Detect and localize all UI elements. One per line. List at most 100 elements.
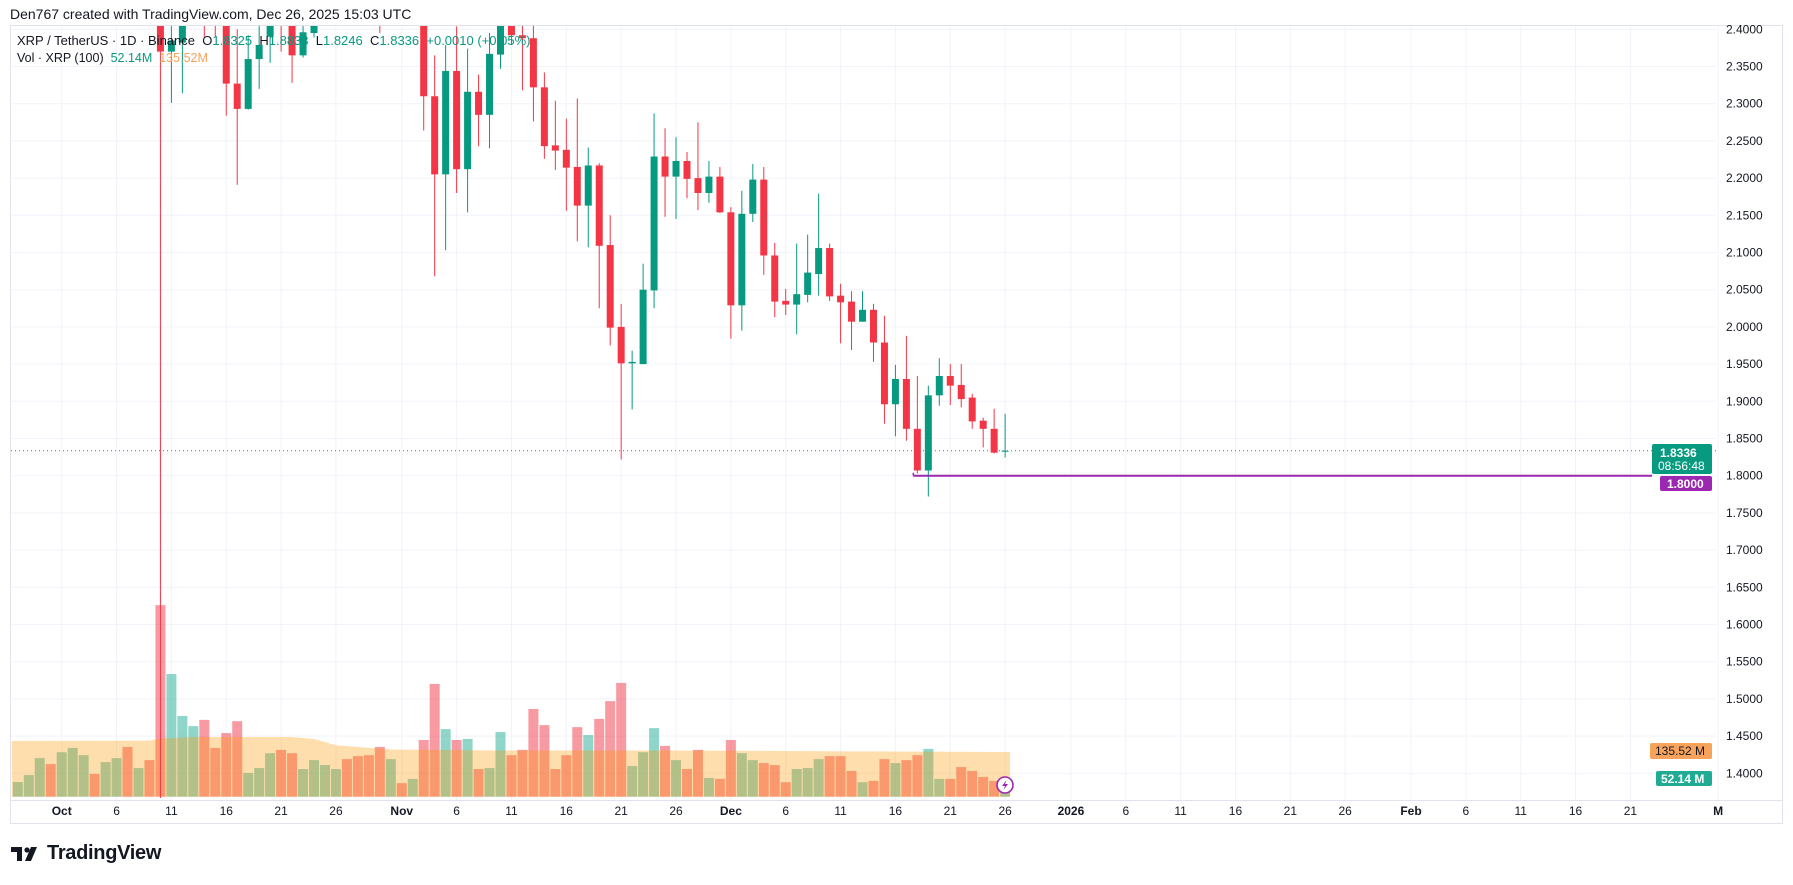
volume-bar <box>747 760 758 797</box>
candle <box>628 350 636 410</box>
volume-bar <box>791 769 802 797</box>
candle-body <box>222 26 230 84</box>
time-tick-label: 21 <box>274 804 288 818</box>
candle-body <box>1001 450 1009 452</box>
volume-bar <box>857 782 868 797</box>
volume-bar <box>440 729 451 797</box>
volume-bar <box>243 772 254 797</box>
candle <box>837 283 845 344</box>
candle <box>782 288 790 315</box>
price-tick-label: 1.6500 <box>1726 580 1763 594</box>
time-tick-label: 16 <box>560 804 574 818</box>
candle <box>562 118 570 211</box>
level-price-tag <box>1660 476 1712 491</box>
time-tick-label: 6 <box>1463 804 1470 818</box>
volume-bar <box>133 768 144 797</box>
volume-bar <box>550 769 561 797</box>
volume-bar <box>594 718 605 797</box>
volume-bar <box>681 769 692 797</box>
volume-bar <box>692 749 703 797</box>
candle <box>321 0 328 14</box>
candle-body <box>804 272 812 295</box>
volume-bar <box>166 674 177 797</box>
candle-body <box>584 165 592 206</box>
time-tick-label: 21 <box>614 804 628 818</box>
volume-bar <box>341 759 352 797</box>
candle-body <box>299 32 307 56</box>
time-tick-label: 26 <box>998 804 1012 818</box>
volume-bar <box>561 755 572 797</box>
tradingview-logo[interactable]: TradingView <box>11 842 161 865</box>
candle-body <box>431 96 439 175</box>
time-tick-label: 11 <box>1514 804 1527 818</box>
volume-bar <box>12 782 23 797</box>
price-tags: 1.8336 08:56:48 1.8000 135.52 M 52.14 M <box>1650 444 1712 786</box>
candle <box>815 193 823 296</box>
candle-body <box>672 160 680 177</box>
volume-bar <box>144 760 155 797</box>
volume-bar <box>703 777 714 797</box>
candle-body <box>848 301 856 322</box>
volume-bar <box>923 748 934 797</box>
last-price-tag <box>1652 444 1712 474</box>
candle-body <box>628 361 636 364</box>
candle-body <box>562 149 570 168</box>
candle-body <box>464 91 472 170</box>
price-tick-label: 1.8000 <box>1726 469 1763 483</box>
volume-bar <box>956 767 967 797</box>
candle-body <box>255 44 263 60</box>
time-tick-label: 26 <box>1339 804 1353 818</box>
price-tick-label: 1.6000 <box>1726 618 1763 632</box>
volume-bar <box>276 749 287 797</box>
price-tick-label: 1.5000 <box>1726 692 1763 706</box>
lightning-icon[interactable] <box>996 776 1014 794</box>
candle <box>167 26 175 103</box>
candle <box>266 26 274 63</box>
volume-legend[interactable]: Vol · XRP (100) 52.14M 135.52M <box>17 51 208 65</box>
volume-label: Vol · XRP (100) <box>17 51 104 65</box>
volume-tag <box>1656 771 1712 786</box>
time-tick-label: M <box>1713 804 1723 818</box>
candle <box>255 26 263 89</box>
close-label: C <box>369 33 380 48</box>
time-tick-label: 16 <box>220 804 234 818</box>
time-tick-label: 6 <box>782 804 789 818</box>
volume-ma-tag <box>1650 743 1712 759</box>
time-axis[interactable]: Oct 6 11 16 21 26 Nov 6 11 16 21 26 Dec 6 11 16 21 26 2026… <box>52 804 1723 818</box>
candle-body <box>891 378 899 405</box>
candle <box>793 243 801 335</box>
candle <box>650 113 658 309</box>
time-tick-label: 11 <box>834 804 847 818</box>
candle-body <box>551 145 559 151</box>
candle <box>156 26 164 798</box>
candle <box>683 152 691 199</box>
candle-body <box>442 70 450 175</box>
candle-body <box>310 26 318 34</box>
candle <box>420 26 428 131</box>
volume-bar <box>473 769 484 797</box>
price-tick-label: 1.7000 <box>1726 543 1763 557</box>
candle <box>694 122 702 211</box>
price-axis[interactable]: 2.4000 2.3500 2.3000 2.2500 2.2000 2.1500 2.10… <box>1726 22 1763 780</box>
candle-body <box>683 160 691 179</box>
time-tick-label: 26 <box>669 804 683 818</box>
volume-bar <box>769 765 780 797</box>
candle <box>749 163 757 222</box>
candle <box>288 26 296 83</box>
volume-bar <box>111 758 122 797</box>
volume-bar <box>462 739 473 797</box>
volume-bar <box>67 747 78 797</box>
volume-pane <box>11 605 1011 797</box>
candle-body <box>760 179 768 256</box>
volume-ma-area <box>11 737 1011 797</box>
open-value: 1.8325 <box>212 33 253 48</box>
volume-bar <box>627 766 638 797</box>
candle <box>507 26 515 45</box>
volume-bar <box>451 739 462 797</box>
symbol-legend[interactable]: XRP / TetherUS · 1D · Binance O1.8325 H1… <box>17 33 530 48</box>
candle <box>990 408 998 454</box>
low-value: 1.8246 <box>322 33 363 48</box>
volume-bar <box>265 753 276 797</box>
price-tick-label: 2.4000 <box>1726 22 1763 36</box>
